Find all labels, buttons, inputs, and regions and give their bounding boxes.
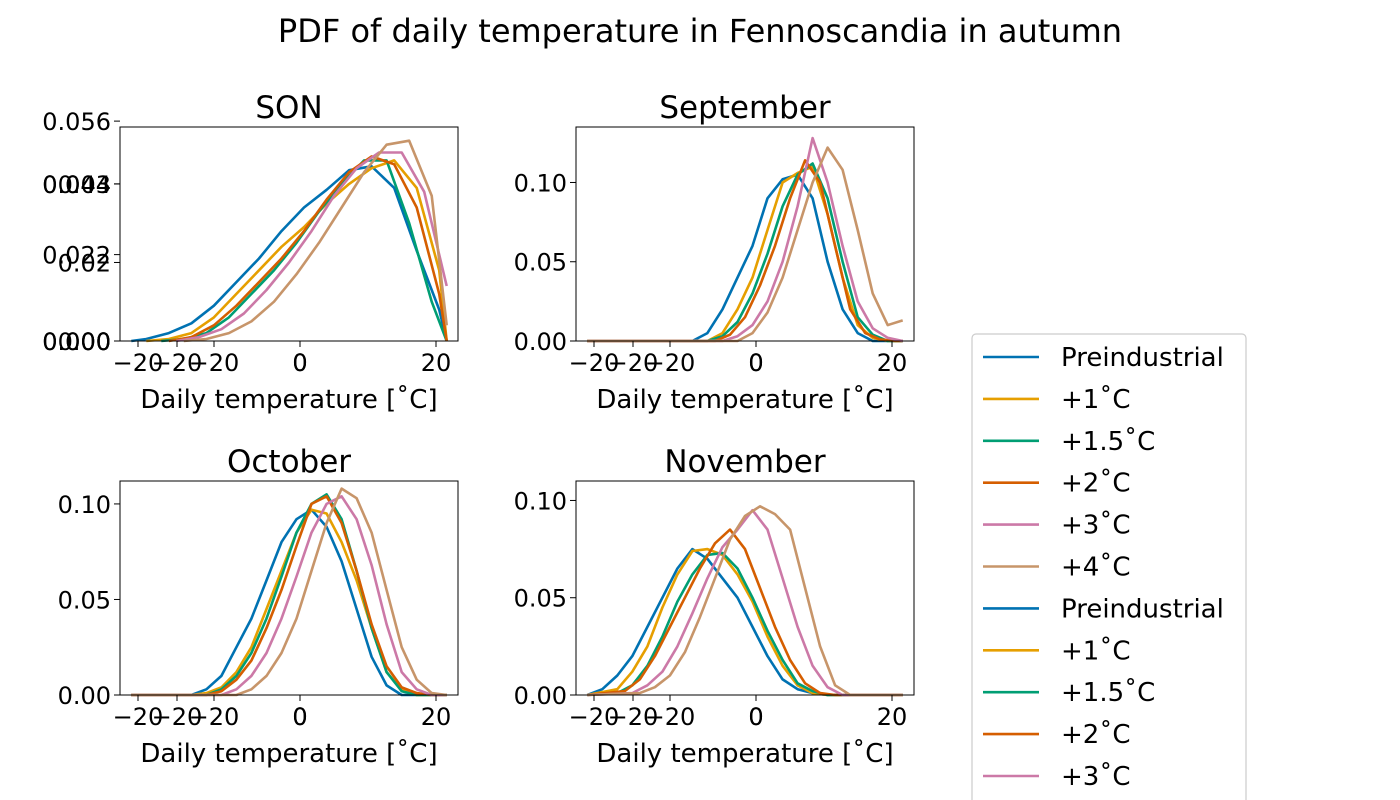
axes-frame [119, 126, 459, 342]
series-line-1-5-c [587, 162, 903, 343]
y-tick-label: 0.00 [58, 682, 111, 710]
legend-label: Preindustrial [1061, 594, 1224, 624]
legend-entry-1-c: +1˚C [983, 385, 1130, 415]
series-line-3-c [176, 151, 448, 343]
panel-title: November [664, 444, 826, 480]
x-tick-label: 20 [877, 703, 908, 731]
panel-son: SON−20−20−20 00 200.000.0000.020.040.0220.… [42, 90, 459, 415]
legend-entry-preindustrial: Preindustrial [983, 343, 1224, 373]
x-tick-label: −20 [152, 703, 203, 731]
x-tick-label: −20 [569, 349, 620, 377]
series-line-2-c [168, 155, 448, 343]
series-line-3-c [131, 494, 447, 697]
series-line-2-c [131, 494, 447, 697]
panel-september: September−20−20−20 00 200.000.050.10Daily … [514, 90, 915, 415]
series-line-4-c [183, 139, 448, 343]
x-tick-label: 0 [292, 349, 307, 377]
x-axis-label: Daily temperature [˚C] [140, 739, 437, 769]
y-tick-label: 0.022 [42, 242, 111, 270]
figure-title: PDF of daily temperature in Fennoscandia… [278, 12, 1122, 50]
y-tick-label: 0.00 [514, 328, 567, 356]
legend-label: +1˚C [1061, 385, 1130, 415]
y-tick-label: 0.000 [42, 328, 111, 356]
y-tick-label: 0.04 [58, 171, 111, 199]
x-tick-label: 0 [292, 703, 307, 731]
legend-label: +3˚C [1061, 511, 1130, 541]
x-tick-label: 20 [421, 349, 452, 377]
panel-title: SON [255, 90, 322, 126]
series-line-preindustrial [131, 165, 448, 343]
legend-entry-2-c: +2˚C [983, 720, 1130, 750]
legend-entry-1-c: +1˚C [983, 636, 1130, 666]
legend-label: +1.5˚C [1061, 427, 1155, 457]
x-tick-label: −20 [645, 349, 696, 377]
x-tick-label: −20 [189, 349, 240, 377]
y-tick-label: 0.10 [514, 487, 567, 515]
legend-entry-3-c: +3˚C [983, 511, 1130, 541]
y-tick-label: 0.10 [58, 491, 111, 519]
x-tick-label: 0 [748, 349, 763, 377]
series-line-2-c [587, 159, 903, 343]
y-tick-label: 0.05 [514, 585, 567, 613]
series-line-4-c [587, 146, 904, 343]
x-axis-label: Daily temperature [˚C] [596, 385, 893, 415]
x-tick-label: −20 [152, 349, 203, 377]
x-tick-label: −20 [113, 703, 164, 731]
legend-entry-2-c: +2˚C [983, 469, 1130, 499]
series-line-preindustrial [586, 547, 903, 697]
x-tick-label: −20 [608, 703, 659, 731]
x-tick-label: −20 [645, 703, 696, 731]
y-tick-label: 0.056 [42, 108, 111, 136]
legend-frame [971, 333, 1247, 800]
series-line-3-c [587, 136, 903, 343]
series-line-4-c [131, 487, 447, 697]
legend-entry-3-c: +3˚C [983, 762, 1130, 792]
x-tick-label: 20 [421, 703, 452, 731]
y-tick-label: 0.02 [58, 249, 111, 277]
x-tick-label: −20 [569, 703, 620, 731]
legend-label: +2˚C [1061, 469, 1130, 499]
y-tick-label: 0.05 [514, 249, 567, 277]
legend: Preindustrial +1˚C +1.5˚C +2˚C +3˚C +4˚C Prein… [971, 333, 1247, 800]
x-tick-label: 20 [877, 349, 908, 377]
axes-frame [575, 480, 915, 696]
legend-entry-4-c: +4˚C [983, 553, 1130, 583]
x-tick-label: 0 [292, 703, 307, 731]
axes-frame [575, 126, 915, 342]
y-tick-label: 0.000 [42, 328, 111, 356]
legend-label: +4˚C [1061, 553, 1130, 583]
legend-label: +3˚C [1061, 762, 1130, 792]
y-tick-label: 0.044 [42, 171, 111, 199]
x-tick-label: −20 [113, 349, 164, 377]
series-line-1-c [587, 547, 903, 697]
legend-label: +2˚C [1061, 720, 1130, 750]
x-tick-label: −20 [608, 349, 659, 377]
legend-label: +1.5˚C [1061, 678, 1155, 708]
series-line-1-5-c [587, 551, 903, 697]
legend-entry-1-5-c: +1.5˚C [983, 678, 1155, 708]
x-tick-label: −20 [189, 703, 240, 731]
y-tick-label: 0.043 [42, 171, 111, 199]
y-tick-label: 0.10 [514, 169, 567, 197]
x-tick-label: 0 [748, 703, 763, 731]
x-axis-label: Daily temperature [˚C] [140, 385, 437, 415]
x-axis-label: Daily temperature [˚C] [596, 739, 893, 769]
legend-label: +1˚C [1061, 636, 1130, 666]
y-tick-label: 0.05 [58, 586, 111, 614]
x-tick-label: 0 [748, 703, 763, 731]
legend-entry-preindustrial: Preindustrial [983, 594, 1224, 624]
legend-label: Preindustrial [1061, 343, 1224, 373]
y-tick-label: 0.00 [514, 682, 567, 710]
legend-entry-1-5-c: +1.5˚C [983, 427, 1155, 457]
panel-title: September [659, 90, 831, 126]
y-tick-label: 0.00 [58, 328, 111, 356]
x-tick-label: 0 [292, 349, 307, 377]
series-line-1-c [146, 159, 448, 343]
panel-title: October [227, 444, 351, 480]
axes-frame [119, 480, 459, 696]
x-tick-label: 0 [748, 349, 763, 377]
